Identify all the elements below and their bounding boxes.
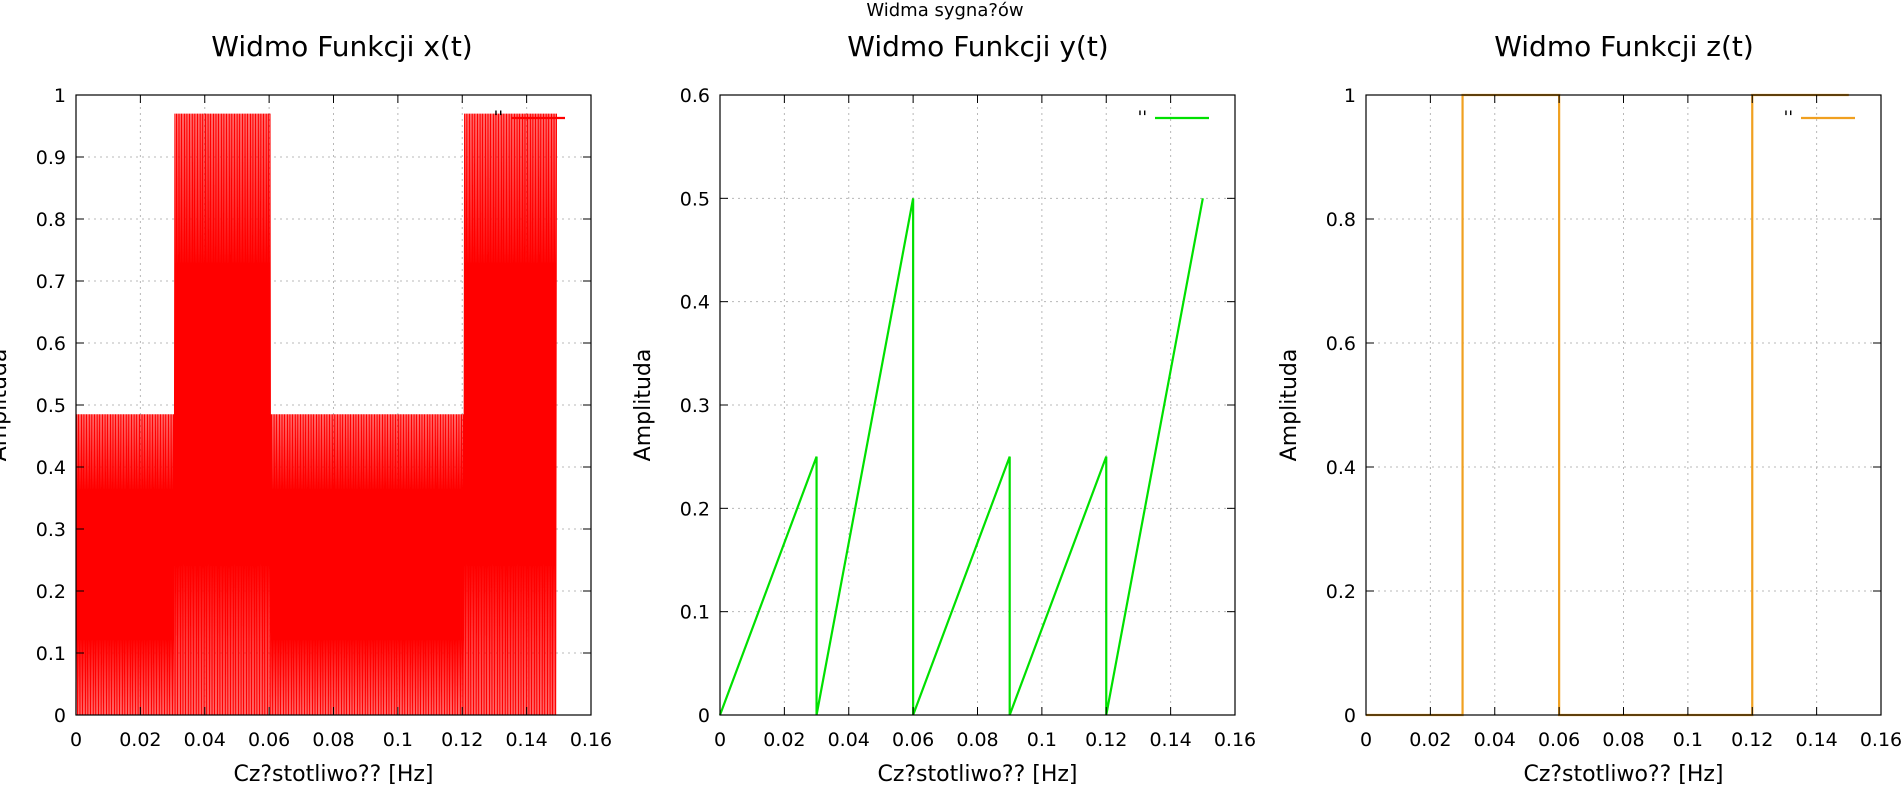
y-axis-label: Amplituda <box>0 349 12 462</box>
y-tick-label: 1 <box>54 85 66 107</box>
y-axis-label: Amplituda <box>631 349 656 462</box>
y-tick-label: 0.6 <box>36 333 66 355</box>
x-tick-label: 0.16 <box>1860 729 1902 751</box>
chart-title: Widmo Funkcji x(t) <box>211 30 472 63</box>
x-tick-label: 0 <box>70 729 82 751</box>
x-tick-label: 0.08 <box>956 729 998 751</box>
x-tick-label: 0.02 <box>119 729 161 751</box>
chart-title: Widmo Funkcji y(t) <box>847 30 1108 63</box>
x-tick-label: 0.14 <box>505 729 547 751</box>
y-tick-label: 0.7 <box>36 271 66 293</box>
panel-1: Widmo Funkcji x(t) 0 0.02 0.04 0.06 0.08 0.1 0.… <box>0 30 612 787</box>
x-tick-label: 0.04 <box>1474 729 1516 751</box>
y-tick-label: 0.9 <box>36 147 66 169</box>
x-tick-label: 0.12 <box>1731 729 1773 751</box>
x-tick-label: 0 <box>1360 729 1372 751</box>
y-tick-label: 0 <box>54 705 66 727</box>
x-axis-label: Cz?stotliwo?? [Hz] <box>877 762 1077 787</box>
y-tick-label: 0.8 <box>36 209 66 231</box>
x-axis-label: Cz?stotliwo?? [Hz] <box>1523 762 1723 787</box>
chart-title: Widmo Funkcji z(t) <box>1494 30 1754 63</box>
y-tick-label: 0 <box>1344 705 1356 727</box>
y-tick-label: 0.6 <box>680 85 710 107</box>
y-tick-label: 0.8 <box>1326 209 1356 231</box>
y-tick-label: 0.1 <box>680 602 710 624</box>
x-tick-label: 0.06 <box>1538 729 1580 751</box>
x-tick-label: 0.14 <box>1149 729 1191 751</box>
y-tick-label: 0.6 <box>1326 333 1356 355</box>
y-axis-label: Amplituda <box>1277 349 1302 462</box>
panel-3: Widmo Funkcji z(t) 0 0.02 0.04 0.06 0.08 0.1 0.… <box>1277 30 1902 787</box>
y-tick-label: 0.4 <box>36 457 66 479</box>
y-tick-label: 0.2 <box>1326 581 1356 603</box>
y-tick-label: 0.1 <box>36 643 66 665</box>
x-tick-label: 0.04 <box>184 729 226 751</box>
x-tick-label: 0.06 <box>892 729 934 751</box>
panel-2: Widmo Funkcji y(t) 0 0.02 0.04 0.06 0.08 0.1 0.… <box>631 30 1256 787</box>
legend-label: '' <box>1138 108 1147 128</box>
grid <box>720 95 1235 715</box>
x-tick-label: 0.08 <box>312 729 354 751</box>
x-tick-label: 0.02 <box>763 729 805 751</box>
plot-frame <box>1365 94 1882 716</box>
y-tick-label: 0 <box>698 705 710 727</box>
legend-label: '' <box>1784 108 1793 128</box>
x-tick-label: 0.08 <box>1602 729 1644 751</box>
x-tick-label: 0.12 <box>1085 729 1127 751</box>
series-line <box>75 113 557 716</box>
x-tick-label: 0 <box>714 729 726 751</box>
plot-frame <box>719 94 1236 716</box>
x-tick-label: 0.16 <box>570 729 612 751</box>
x-tick-label: 0.1 <box>1673 729 1703 751</box>
figure-suptitle: Widma sygna?ów <box>866 0 1023 21</box>
y-tick-label: 1 <box>1344 85 1356 107</box>
y-tick-label: 0.4 <box>680 292 710 314</box>
y-tick-label: 0.5 <box>680 188 710 210</box>
legend-label: '' <box>494 108 503 128</box>
x-tick-label: 0.06 <box>248 729 290 751</box>
grid <box>1366 95 1881 715</box>
x-tick-label: 0.1 <box>383 729 413 751</box>
x-tick-label: 0.04 <box>828 729 870 751</box>
y-tick-label: 0.2 <box>36 581 66 603</box>
x-tick-label: 0.16 <box>1214 729 1256 751</box>
y-tick-label: 0.2 <box>680 498 710 520</box>
y-tick-label: 0.5 <box>36 395 66 417</box>
x-axis-label: Cz?stotliwo?? [Hz] <box>233 762 433 787</box>
x-tick-label: 0.02 <box>1409 729 1451 751</box>
y-tick-label: 0.4 <box>1326 457 1356 479</box>
y-tick-label: 0.3 <box>36 519 66 541</box>
series-line <box>1366 93 1849 717</box>
y-tick-label: 0.3 <box>680 395 710 417</box>
series-line <box>718 198 1204 716</box>
x-tick-label: 0.14 <box>1795 729 1837 751</box>
x-tick-label: 0.12 <box>441 729 483 751</box>
x-tick-label: 0.1 <box>1027 729 1057 751</box>
